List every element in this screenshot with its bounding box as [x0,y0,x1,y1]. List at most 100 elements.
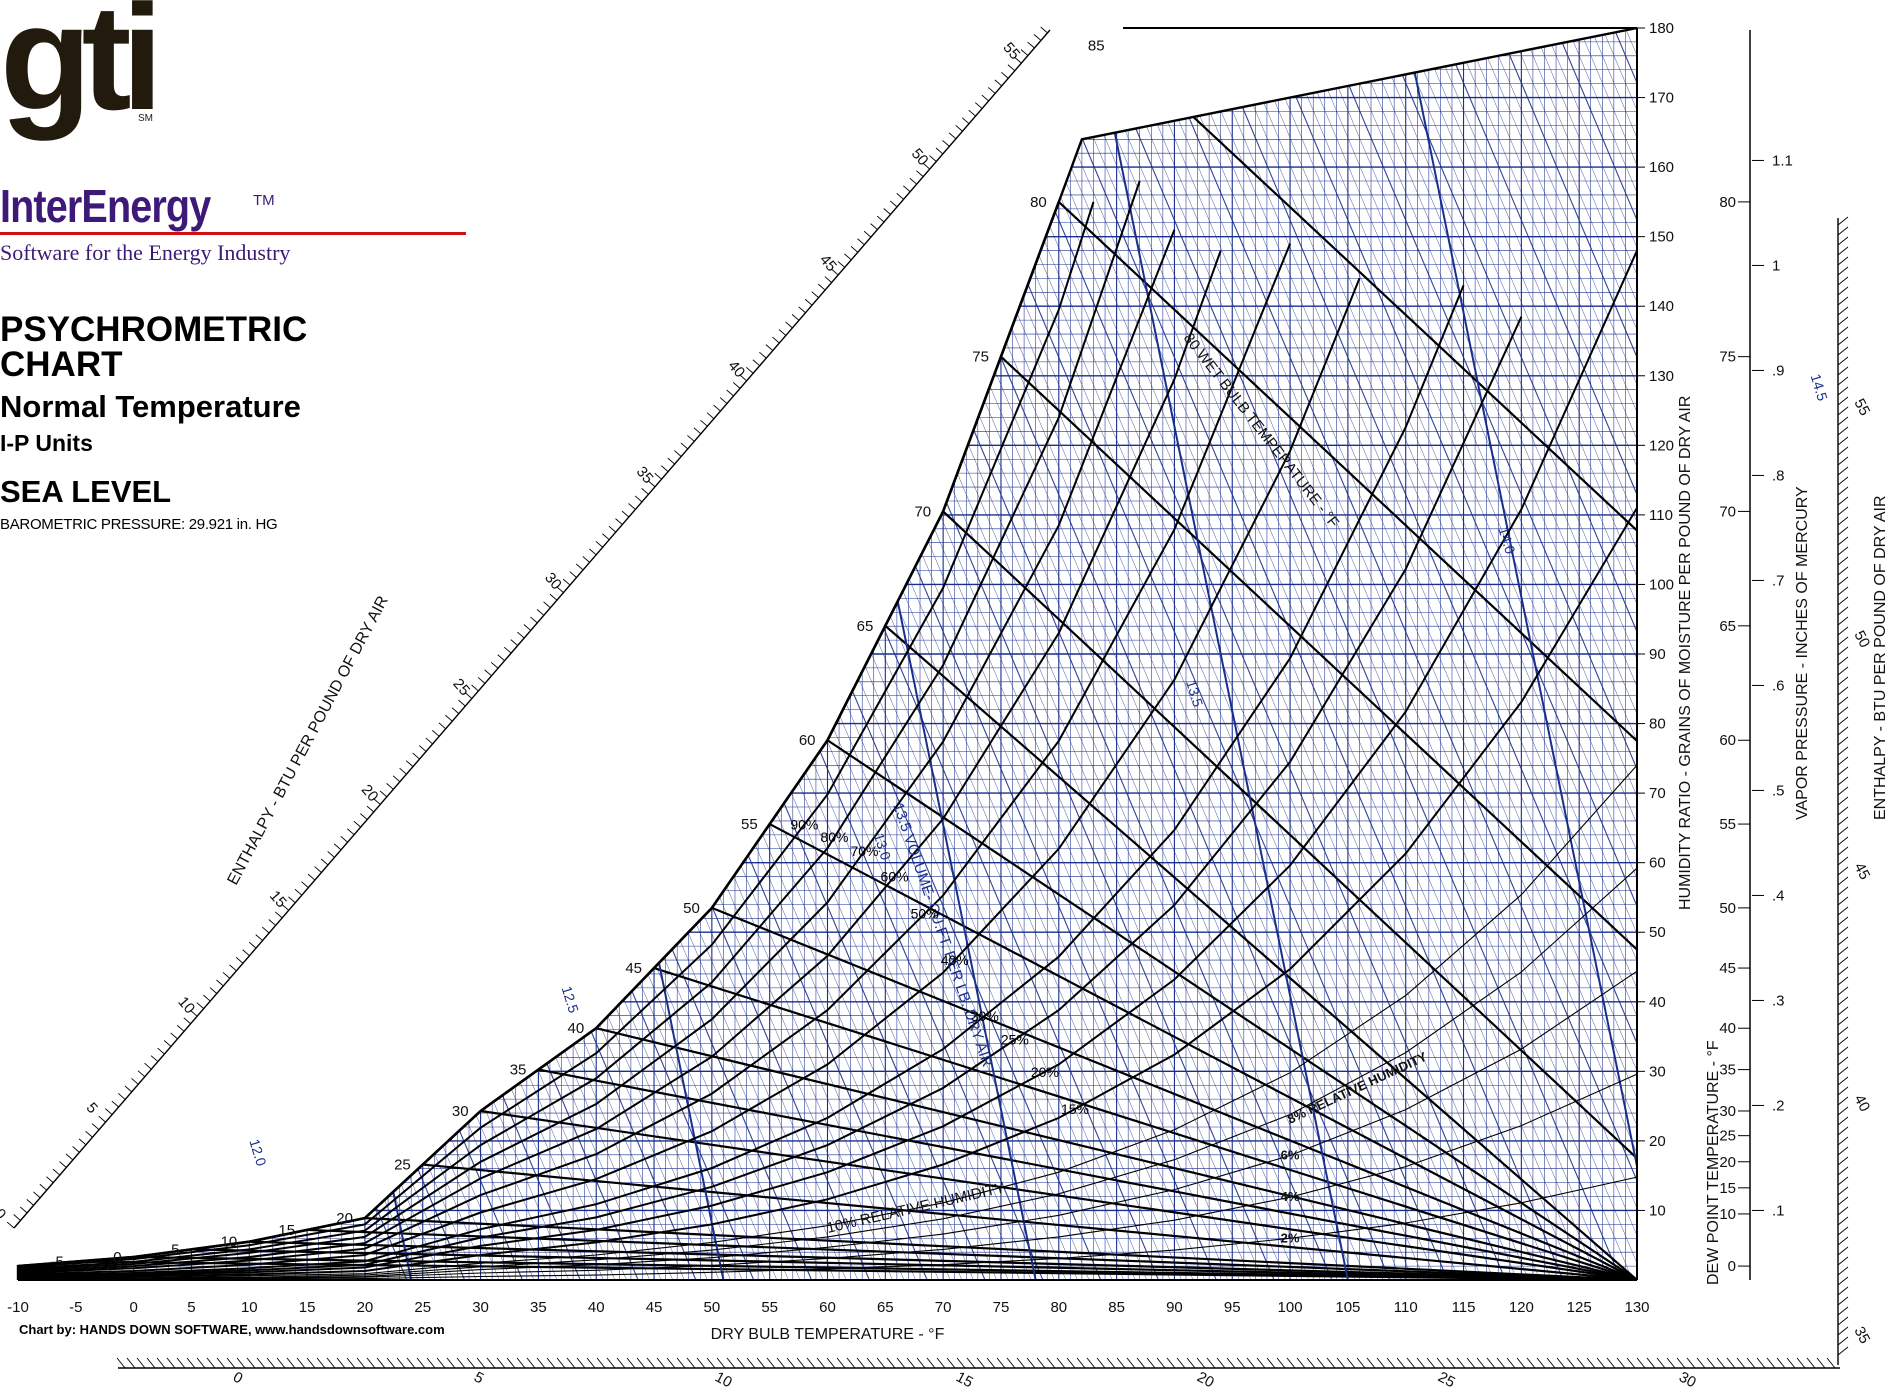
left-enthalpy-tick [602,533,610,541]
right-enthalpy-tick [1837,306,1849,316]
bottom-enthalpy-tick [566,1357,576,1369]
left-enthalpy-tick-label: 35 [633,463,657,487]
enthalpy-gridline [1150,28,1637,1280]
rh-curve-90 [17,201,1095,1269]
bottom-enthalpy-tick [816,1357,826,1369]
right-enthalpy-tick [1837,1146,1849,1156]
right-enthalpy-tick [1837,466,1849,476]
vapor-pressure-tick-label: .8 [1772,467,1785,484]
bottom-enthalpy-tick [1106,1357,1116,1369]
wet-bulb-line [1000,355,1637,951]
bottom-enthalpy-tick [556,1357,566,1369]
left-enthalpy-tick [778,329,787,336]
left-enthalpy-tick [39,1183,48,1191]
enthalpy-gridline [1116,28,1637,1280]
x-tick-label: 95 [1224,1299,1241,1316]
chart-subtitle: Normal Temperature [0,389,301,424]
bottom-enthalpy-tick [1296,1357,1306,1369]
right-enthalpy-tick [1837,636,1849,646]
bottom-enthalpy-tick [266,1357,276,1369]
left-enthalpy-tick [72,1146,80,1153]
left-enthalpy-tick [1007,64,1016,72]
bottom-enthalpy-tick [1216,1357,1226,1369]
left-enthalpy-tick [392,775,401,783]
bottom-enthalpy-tick [606,1357,616,1369]
right-enthalpy-tick [1837,1266,1849,1276]
enthalpy-gridline [1636,28,1637,1280]
right-enthalpy-tick [1837,786,1849,796]
bottom-enthalpy-tick [656,1357,666,1369]
right-enthalpy-tick [1837,896,1849,906]
left-enthalpy-tick [556,586,564,593]
y-tick-label: 40 [1649,994,1666,1011]
vapor-pressure-tick-label: 1 [1772,257,1780,274]
left-enthalpy-tick [647,480,656,488]
enthalpy-gridline [18,28,523,1280]
rh-curve-40 [17,278,1361,1276]
right-enthalpy-tick [1837,346,1849,356]
left-enthalpy-tick [850,245,859,253]
enthalpy-gridline [966,28,1495,1280]
left-enthalpy-tick [942,140,950,147]
rh-curve-label: 25% [1001,1032,1029,1048]
wet-bulb-tick-label: 85 [1088,37,1105,54]
y-tick-label: 110 [1649,507,1673,524]
bottom-enthalpy-tick [1246,1357,1256,1369]
enthalpy-gridline [1070,28,1599,1280]
bottom-enthalpy-tick [1776,1357,1786,1369]
left-enthalpy-tick [968,109,976,117]
bottom-enthalpy-tick [1396,1357,1406,1369]
left-enthalpy-tick [464,692,473,699]
enthalpy-gridline [191,28,720,1280]
wet-bulb-line [538,1068,1637,1280]
left-enthalpy-tick [451,707,460,714]
enthalpy-gridline [18,28,431,1280]
left-enthalpy-tick [196,1002,204,1009]
enthalpy-gridline [1463,28,1637,1280]
left-enthalpy-tick [1033,34,1042,41]
enthalpy-gridline [1497,28,1637,1280]
bottom-enthalpy-tick [1736,1357,1746,1369]
rh-curve-60 [17,250,1222,1273]
enthalpy-gridline [167,28,697,1280]
right-enthalpy-tick [1837,516,1849,526]
left-enthalpy-tick [458,699,466,707]
dew-point-tick-label: 20 [1719,1154,1736,1171]
left-enthalpy-tick [78,1138,87,1146]
wet-bulb-tick-label: 45 [625,960,642,977]
bottom-enthalpy-tick-label: 0 [230,1369,245,1388]
left-enthalpy-tick [216,979,224,987]
bottom-enthalpy-tick [216,1357,226,1369]
right-enthalpy-tick [1837,1066,1849,1076]
bottom-enthalpy-tick [1546,1357,1556,1369]
bottom-enthalpy-tick [1076,1357,1086,1369]
left-enthalpy-tick-label: 5 [83,1099,101,1116]
bottom-enthalpy-tick [286,1357,296,1369]
right-enthalpy-axis-label: ENTHALPY - BTU PER POUND OF DRY AIR [1872,495,1889,820]
left-enthalpy-tick [183,1017,191,1025]
right-enthalpy-tick-label: 35 [1850,1324,1873,1347]
y-tick-label: 60 [1649,855,1666,872]
enthalpy-gridline [1486,28,1637,1280]
rh-curve-label: 60% [881,868,909,884]
left-enthalpy-tick [844,253,852,261]
right-enthalpy-tick [1837,1306,1849,1316]
left-enthalpy-tick [235,956,244,964]
chart-grid [18,28,1637,1280]
bottom-enthalpy-tick-label: 30 [1676,1369,1699,1389]
bottom-enthalpy-tick [806,1357,816,1369]
enthalpy-gridline [133,28,662,1280]
left-enthalpy-tick [26,1199,34,1206]
bottom-enthalpy-tick [1506,1357,1516,1369]
left-enthalpy-tick [333,843,342,851]
left-enthalpy-tick [523,624,532,631]
left-enthalpy-tick [929,155,937,162]
left-enthalpy-tick [621,510,630,518]
dew-point-tick-label: 0 [1728,1258,1736,1275]
wet-bulb-line [826,739,1637,1280]
left-enthalpy-tick [935,147,944,155]
right-enthalpy-tick [1837,256,1849,266]
enthalpy-gridline [18,28,442,1280]
left-enthalpy-tick [817,283,826,291]
bottom-enthalpy-tick [1676,1357,1686,1369]
